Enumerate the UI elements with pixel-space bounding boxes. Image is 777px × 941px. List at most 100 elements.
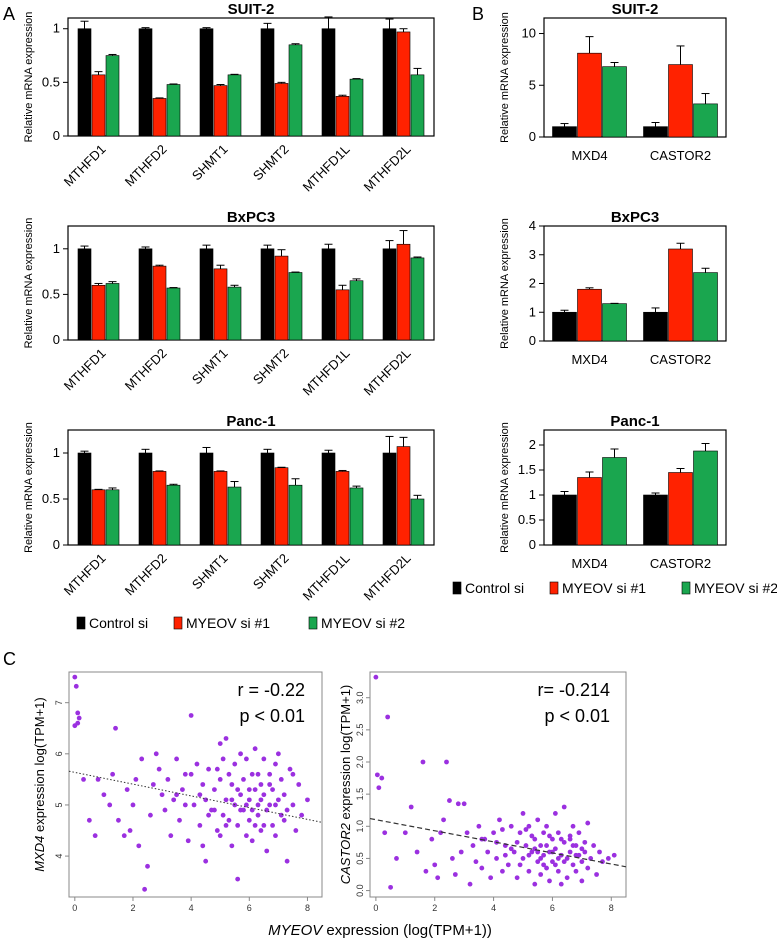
y-tick-label: 1.5: [518, 462, 536, 477]
scatter-point: [529, 849, 535, 855]
scatter-point: [72, 674, 78, 680]
bar: [213, 471, 228, 546]
scatter-point: [423, 868, 429, 874]
y-axis-label: Relative mRNA expression: [23, 12, 35, 143]
scatter-point: [500, 868, 505, 874]
scatter-point: [270, 787, 275, 793]
scatter-point: [488, 875, 494, 881]
chart-b-bxpc3: BxPC3 Relative mRNA expression 0 1 2 3 4 MXD4 CA…: [499, 209, 727, 367]
bar: [91, 74, 106, 137]
scatter-point: [594, 872, 599, 877]
scatter-point: [520, 856, 526, 861]
y-axis-label: MXD4 expression log(TPM+1): [32, 697, 47, 872]
bar: [138, 248, 153, 341]
regression-line: [68, 770, 323, 823]
scatter-point: [538, 843, 544, 848]
x-tick-label: 4: [491, 903, 496, 913]
bar: [321, 452, 336, 546]
y-axis-label: Relative mRNA expression: [499, 218, 511, 349]
scatter-point: [561, 859, 567, 865]
legend-swatch: [452, 581, 462, 595]
bar: [260, 452, 275, 546]
y-tick-label: 0: [53, 332, 60, 347]
category-label: MTHFD1L: [300, 551, 353, 604]
scatter-point: [145, 863, 150, 869]
category-label: MTHFD2L: [361, 142, 414, 195]
scatter-point: [376, 785, 382, 791]
scatter-point: [576, 830, 582, 836]
category-label: MTHFD2L: [361, 551, 414, 604]
legend-label: MYEOV si #2: [321, 615, 405, 631]
bar: [643, 311, 668, 342]
scatter-point: [238, 751, 243, 757]
bar: [335, 289, 350, 341]
scatter-point: [597, 849, 602, 855]
plot-frame: [543, 429, 727, 546]
y-tick-label: 5: [54, 802, 64, 807]
bar: [199, 248, 214, 341]
category-label: SHMT1: [189, 346, 231, 388]
scatter-point: [214, 828, 220, 833]
plot-frame: [67, 429, 435, 546]
scatter-point: [585, 820, 591, 826]
y-tick-label: 4: [54, 854, 64, 859]
scatter-point: [188, 771, 194, 777]
y-axis-label: Relative mRNA expression: [499, 12, 511, 143]
y-tick-label: 1.0: [355, 820, 365, 833]
category-label: SHMT2: [250, 142, 292, 184]
scatter-point: [124, 787, 130, 793]
scatter-point: [532, 836, 538, 842]
bar: [274, 255, 289, 341]
scatter-point: [550, 859, 555, 865]
bar: [577, 288, 602, 342]
bar: [349, 280, 364, 341]
scatter-point: [273, 802, 278, 808]
scatter-point: [600, 859, 605, 865]
scatter-point: [455, 801, 461, 807]
y-tick-label: 7: [54, 700, 64, 705]
scatter-point: [452, 872, 458, 877]
scatter-point: [185, 838, 191, 844]
scatter-point: [570, 843, 576, 848]
scatter-point: [214, 766, 220, 772]
scatter-point: [447, 798, 452, 803]
scatter-point: [550, 836, 555, 842]
scatter-point: [523, 843, 529, 848]
scatter-point: [579, 859, 585, 865]
scatter-point: [502, 852, 508, 858]
y-tick-label: 1: [529, 304, 536, 319]
y-tick-label: 0.5: [518, 512, 536, 527]
scatter-point: [552, 846, 558, 852]
scatter-point: [582, 839, 588, 845]
scatter-point: [156, 766, 162, 772]
scatter-point: [582, 849, 588, 855]
category-label: SHMT1: [189, 551, 231, 593]
bar: [693, 103, 718, 138]
scatter-point: [136, 843, 142, 849]
scatter-point: [212, 807, 217, 813]
bar: [227, 486, 242, 546]
scatter-point: [449, 856, 455, 861]
scatter-point: [159, 792, 165, 798]
scatter-point: [252, 746, 258, 752]
stat-annotation: r= -0.214: [537, 680, 610, 700]
scatter-point: [526, 868, 532, 874]
y-tick-label: 0: [529, 537, 536, 552]
scatter-point: [223, 797, 229, 803]
scatter-point: [555, 856, 561, 861]
scatter-point: [191, 802, 197, 808]
scatter-point: [541, 862, 547, 868]
scatter-point: [382, 830, 388, 836]
scatter-point: [552, 862, 558, 868]
scatter-point: [249, 838, 255, 844]
scatter-point: [473, 859, 479, 865]
scatter-point: [226, 817, 232, 823]
category-label: MXD4: [571, 352, 607, 367]
scatter-point: [555, 868, 561, 874]
x-tick-label: 6: [247, 903, 252, 913]
scatter-point: [243, 833, 249, 839]
scatter-point: [535, 859, 541, 865]
scatter-point: [544, 843, 549, 848]
stat-annotation: p < 0.01: [544, 706, 610, 726]
bar: [693, 450, 718, 546]
